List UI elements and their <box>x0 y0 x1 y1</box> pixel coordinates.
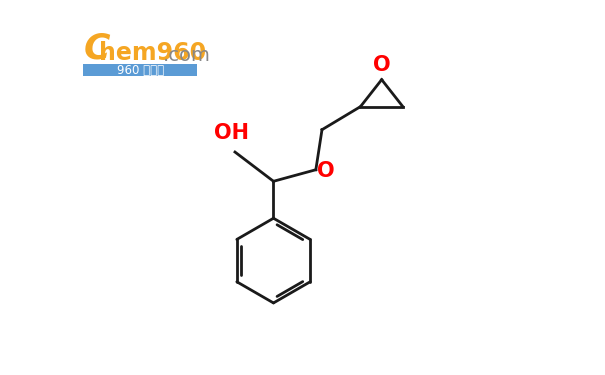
Text: hem960: hem960 <box>99 41 206 65</box>
Text: OH: OH <box>214 123 249 143</box>
Text: O: O <box>318 161 335 181</box>
FancyBboxPatch shape <box>83 64 197 76</box>
Text: C: C <box>83 31 110 65</box>
Text: .com: .com <box>163 46 211 65</box>
Text: 960 化工网: 960 化工网 <box>117 63 164 76</box>
Text: O: O <box>373 55 390 75</box>
